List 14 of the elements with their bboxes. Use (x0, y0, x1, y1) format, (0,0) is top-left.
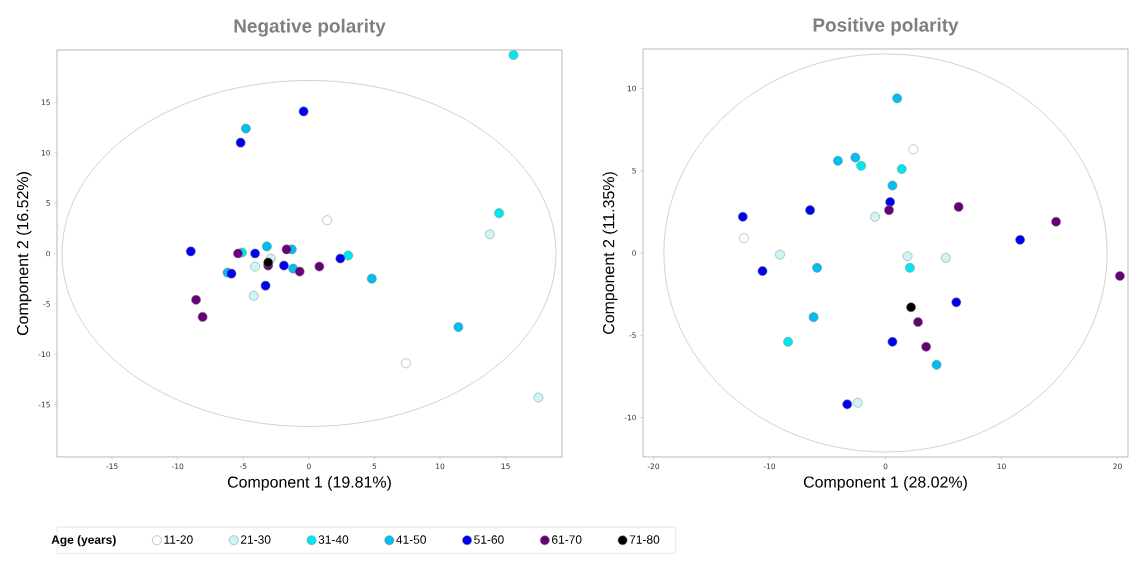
legend-label: 71-80 (629, 535, 660, 544)
legend-label: 31-40 (318, 535, 349, 544)
chart-title: Negative polarity (234, 18, 386, 37)
legend-label: 11-20 (164, 535, 193, 544)
legend-label: 51-60 (474, 535, 504, 544)
legend-label: 21-30 (240, 535, 271, 544)
chart-title: Positive polarity (813, 17, 959, 36)
y-axis-title: Component 2 (16.52%) (16, 172, 32, 336)
legend-label: 61-70 (552, 535, 582, 544)
y-axis-title: Component 2 (11.35%) (602, 172, 618, 334)
legend-title: Age (years) (51, 535, 116, 547)
legend-label: 41-50 (396, 535, 427, 544)
x-axis-title: Component 1 (28.02%) (803, 476, 967, 491)
x-axis-title: Component 1 (19.81%) (227, 476, 391, 491)
